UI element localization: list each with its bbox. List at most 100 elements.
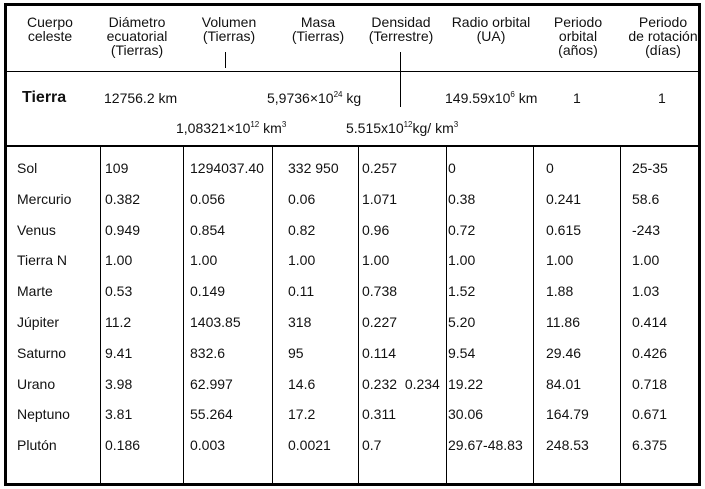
table-cell: 0.311 bbox=[362, 406, 396, 423]
header-periodo-orbital: Periodo orbital (años) bbox=[553, 14, 603, 58]
table-cell: 1.00 bbox=[190, 252, 218, 269]
table-cell: 84.01 bbox=[546, 375, 582, 392]
header-radio-orbital: Radio orbital (UA) bbox=[451, 14, 531, 44]
table-cell: 58.6 bbox=[632, 190, 660, 207]
column-divider bbox=[446, 147, 447, 483]
table-cell: 1.00 bbox=[288, 252, 316, 269]
table-cell: 832.6 bbox=[190, 344, 226, 361]
table-cell: 1.52 bbox=[448, 283, 476, 300]
table-cell: 0.671 bbox=[632, 406, 668, 423]
table-cell: 9.41 bbox=[105, 344, 133, 361]
table-cell: 25-35 bbox=[632, 160, 668, 176]
column-divider bbox=[183, 147, 184, 483]
earth-diameter: 12756.2 km bbox=[104, 90, 178, 106]
table-cell: 6.375 bbox=[632, 437, 668, 454]
table-cell: 1.00 bbox=[448, 252, 476, 269]
header-cuerpo-celeste: Cuerpo celeste bbox=[27, 14, 73, 44]
header-densidad: Densidad (Terrestre) bbox=[368, 14, 434, 44]
table-cell: 0.949 bbox=[105, 221, 141, 238]
table-cell: 62.997 bbox=[190, 375, 233, 392]
table-cell: 1.00 bbox=[632, 252, 660, 269]
table-cell: 0.257 bbox=[362, 160, 398, 176]
table-cell: -243 bbox=[632, 221, 661, 238]
header-leader-line bbox=[225, 52, 226, 68]
table-cell: 0.382 bbox=[105, 190, 141, 207]
table-cell: 0.414 bbox=[632, 314, 668, 330]
row-body-name: Neptuno bbox=[17, 406, 70, 423]
row-body-name: Urano bbox=[17, 375, 56, 392]
table-cell: 95 bbox=[288, 344, 304, 361]
table-cell: 3.98 bbox=[105, 375, 133, 392]
table-cell: 0 bbox=[546, 160, 554, 176]
table-cell: 0.426 bbox=[632, 344, 668, 361]
earth-mass: 5,9736×1024 kg bbox=[267, 90, 362, 106]
header-diametro: Diámetro ecuatorial (Tierras) bbox=[106, 14, 168, 58]
table-cell: 0.854 bbox=[190, 221, 226, 238]
column-divider bbox=[358, 147, 359, 483]
row-body-name: Júpiter bbox=[17, 314, 60, 330]
row-body-name: Tierra N bbox=[17, 252, 68, 269]
table-cell: 19.22 bbox=[448, 375, 484, 392]
table-cell: 9.54 bbox=[448, 344, 476, 361]
header-leader-line bbox=[400, 52, 401, 107]
table-cell: 0.114 bbox=[362, 344, 396, 361]
header-volumen: Volumen (Tierras) bbox=[201, 14, 257, 44]
row-body-name: Mercurio bbox=[17, 190, 72, 207]
row-body-name: Sol bbox=[17, 160, 38, 176]
table-cell: 0.615 bbox=[546, 221, 582, 238]
table-cell: 318 bbox=[288, 314, 312, 330]
table-cell: 0.06 bbox=[288, 190, 316, 207]
table-cell: 14.6 bbox=[288, 375, 316, 392]
earth-separator bbox=[7, 145, 698, 147]
table-cell: 29.67-48.83 bbox=[448, 437, 523, 454]
table-frame bbox=[4, 3, 701, 486]
column-divider bbox=[620, 147, 621, 483]
table-cell: 0.241 bbox=[546, 190, 582, 207]
table-cell: 55.264 bbox=[190, 406, 233, 423]
table-cell: 1.00 bbox=[362, 252, 390, 269]
table-cell: 332 950 bbox=[288, 160, 339, 176]
earth-volume: 1,08321×1012 km3 bbox=[176, 120, 287, 136]
table-cell: 0.72 bbox=[448, 221, 476, 238]
table-cell: 164.79 bbox=[546, 406, 589, 423]
table-cell: 1.071 bbox=[362, 190, 398, 207]
table-cell: 1.88 bbox=[546, 283, 574, 300]
row-body-name: Saturno bbox=[17, 344, 67, 361]
column-divider bbox=[100, 147, 101, 483]
table-cell: 0.186 bbox=[105, 437, 141, 454]
earth-orbit-radius: 149.59x106 km bbox=[445, 90, 538, 106]
table-cell: 109 bbox=[105, 160, 129, 176]
table-cell: 11.2 bbox=[105, 314, 132, 330]
table-cell: 1294037.40 bbox=[190, 160, 264, 176]
table-cell: 1403.85 bbox=[190, 314, 241, 330]
table-cell: 0.003 bbox=[190, 437, 226, 454]
earth-orbital-period: 1 bbox=[573, 90, 581, 106]
table-cell: 0.718 bbox=[632, 375, 668, 392]
table-cell: 0.738 bbox=[362, 283, 398, 300]
table-cell: 1.00 bbox=[105, 252, 133, 269]
table-cell: 0.96 bbox=[362, 221, 390, 238]
earth-rotation-period: 1 bbox=[658, 90, 666, 106]
row-body-name: Plutón bbox=[17, 437, 57, 454]
table-cell: 0.11 bbox=[288, 283, 315, 300]
header-periodo-rotacion: Periodo de rotación (días) bbox=[628, 14, 698, 58]
table-cell: 0.82 bbox=[288, 221, 316, 238]
table-cell: 1.03 bbox=[632, 283, 660, 300]
table-cell: 11.86 bbox=[546, 314, 580, 330]
table-cell: 0.227 bbox=[362, 314, 398, 330]
table-cell: 0.149 bbox=[190, 283, 226, 300]
row-body-name: Marte bbox=[17, 283, 53, 300]
earth-density: 5.515x1012kg/ km3 bbox=[346, 120, 459, 136]
row-body-name: Venus bbox=[17, 221, 56, 238]
table-cell: 5.20 bbox=[448, 314, 476, 330]
table-cell: 0.232 0.234 bbox=[362, 375, 440, 392]
header-separator bbox=[7, 71, 698, 72]
table-cell: 29.46 bbox=[546, 344, 582, 361]
table-cell: 248.53 bbox=[546, 437, 589, 454]
table-cell: 0.53 bbox=[105, 283, 133, 300]
column-divider bbox=[272, 147, 273, 483]
table-cell: 0.7 bbox=[362, 437, 382, 454]
header-masa: Masa (Tierras) bbox=[291, 14, 345, 44]
table-cell: 1.00 bbox=[546, 252, 574, 269]
table-cell: 0.0021 bbox=[288, 437, 331, 454]
